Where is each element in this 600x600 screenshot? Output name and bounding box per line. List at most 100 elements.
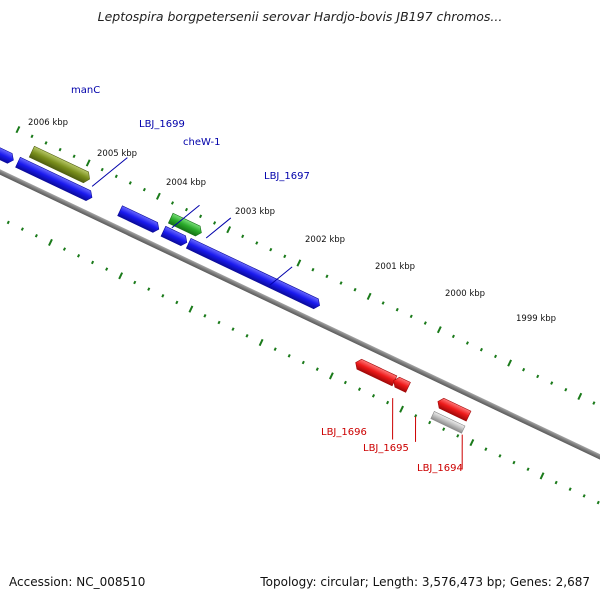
lower-tick-minor	[498, 454, 502, 458]
tick-label-2000: 2000 kbp	[445, 289, 485, 299]
kbp-tick-major	[577, 392, 583, 400]
lower-tick-minor	[231, 327, 235, 331]
lower-tick-minor	[526, 467, 530, 472]
gene-manC[interactable]	[28, 145, 92, 184]
kbp-tick-minor	[479, 347, 483, 352]
kbp-tick-minor	[564, 387, 568, 392]
forward-outer-row	[28, 145, 203, 238]
lower-tick-minor	[357, 387, 362, 391]
tick-label-2006: 2006 kbp	[28, 118, 68, 128]
kbp-tick-minor	[142, 187, 146, 192]
lower-tick-minor	[568, 487, 572, 492]
gene-blue-left-edge[interactable]	[0, 143, 16, 166]
kbp-tick-minor	[199, 214, 203, 219]
kbp-tick-minor	[395, 307, 399, 312]
gene-LBJ_1694[interactable]	[436, 397, 472, 422]
lower-tick-minor	[596, 500, 600, 505]
tick-label-2002: 2002 kbp	[305, 235, 345, 245]
lower-tick-minor	[414, 414, 418, 418]
reverse-gene-labels: LBJ_1696 LBJ_1695 LBJ_1694	[321, 427, 463, 474]
kbp-tick-minor	[30, 134, 34, 139]
kbp-tick-minor	[592, 401, 596, 405]
lower-tick-minor	[512, 460, 516, 465]
lower-tick-minor	[105, 267, 109, 271]
gene-LBJ_1697[interactable]	[185, 237, 322, 310]
lower-tick-minor	[133, 280, 137, 285]
label-LBJ_1699[interactable]: LBJ_1699	[139, 119, 185, 130]
kbp-tick-minor	[311, 267, 315, 272]
kbp-tick-minor	[381, 301, 385, 305]
feature-gray[interactable]	[430, 411, 466, 434]
kbp-tick-minor	[325, 274, 329, 279]
kbp-tick-major	[155, 192, 161, 200]
kbp-tick-minor	[536, 374, 540, 379]
label-LBJ_1695[interactable]: LBJ_1695	[363, 443, 409, 454]
lower-tick-major	[328, 372, 334, 380]
kbp-tick-minor	[550, 381, 554, 385]
gene-LBJ_1696[interactable]	[353, 358, 398, 387]
kbp-tick-minor	[269, 247, 273, 252]
kbp-tick-minor	[451, 334, 455, 339]
tick-label-2005: 2005 kbp	[97, 149, 137, 159]
label-LBJ_1696[interactable]: LBJ_1696	[321, 427, 367, 438]
kbp-tick-major	[226, 226, 232, 234]
lower-tick-minor	[34, 233, 38, 238]
lower-tick-major	[469, 438, 475, 447]
kbp-tick-minor	[283, 254, 287, 259]
lower-tick-minor	[287, 354, 291, 358]
kbp-tick-labels: 2006 kbp 2005 kbp 2004 kbp 2003 kbp 2002…	[28, 118, 556, 324]
lower-tick-minor	[442, 427, 446, 431]
kbp-tick-minor	[255, 241, 259, 245]
reverse-row	[353, 358, 472, 434]
kbp-tick-minor	[114, 174, 118, 179]
kbp-tick-minor	[522, 367, 526, 372]
lower-tick-minor	[91, 260, 95, 265]
lower-tick-major	[118, 272, 124, 280]
lower-tick-minor	[343, 380, 347, 385]
lower-tick-minor	[62, 247, 67, 251]
label-LBJ_1697[interactable]: LBJ_1697	[264, 171, 310, 182]
lower-tick-major	[399, 405, 404, 413]
kbp-tick-row	[15, 125, 596, 405]
lower-tick-minor	[554, 480, 558, 485]
lower-tick-minor	[428, 420, 432, 425]
kbp-tick-minor	[423, 321, 427, 325]
leader-LBJ_1695	[415, 416, 417, 442]
lower-tick-minor	[582, 494, 586, 498]
kbp-tick-minor	[353, 287, 357, 292]
kbp-tick-minor	[465, 341, 469, 345]
gene-blue-a[interactable]	[15, 156, 95, 202]
gene-cheW-1[interactable]	[167, 212, 203, 238]
leader-LBJ_1696	[392, 398, 394, 440]
leader-LBJ_1697	[269, 266, 293, 286]
label-manC[interactable]: manC	[71, 85, 100, 96]
lower-tick-minor	[301, 360, 305, 365]
gene-LBJ_1699[interactable]	[117, 205, 162, 234]
kbp-tick-minor	[72, 154, 76, 159]
kbp-tick-minor	[128, 181, 132, 185]
genome-summary: Topology: circular; Length: 3,576,473 bp…	[260, 575, 590, 589]
lower-tick-minor	[273, 347, 277, 351]
gene-LBJ_1695[interactable]	[391, 376, 411, 393]
kbp-tick-minor	[339, 281, 343, 285]
lower-tick-minor	[203, 314, 207, 318]
kbp-tick-major	[366, 292, 372, 300]
lower-tick-minor	[456, 434, 460, 438]
lower-tick-minor	[386, 400, 390, 405]
leader-manC	[91, 157, 128, 187]
lower-tick-minor	[484, 447, 488, 451]
kbp-tick-major	[436, 326, 442, 334]
forward-gene-labels: manC LBJ_1699 cheW-1 LBJ_1697	[71, 85, 310, 182]
gene-blue-c[interactable]	[160, 225, 189, 247]
label-cheW-1[interactable]: cheW-1	[183, 137, 220, 148]
forward-inner-row	[0, 143, 322, 310]
lower-tick-major	[48, 238, 53, 247]
kbp-tick-minor	[100, 167, 104, 172]
lower-tick-major	[258, 338, 264, 347]
kbp-tick-minor	[184, 207, 189, 212]
leader-cheW-1	[205, 217, 232, 239]
label-LBJ_1694[interactable]: LBJ_1694	[417, 463, 463, 474]
lower-tick-minor	[77, 254, 81, 258]
lower-tick-minor	[315, 367, 319, 371]
